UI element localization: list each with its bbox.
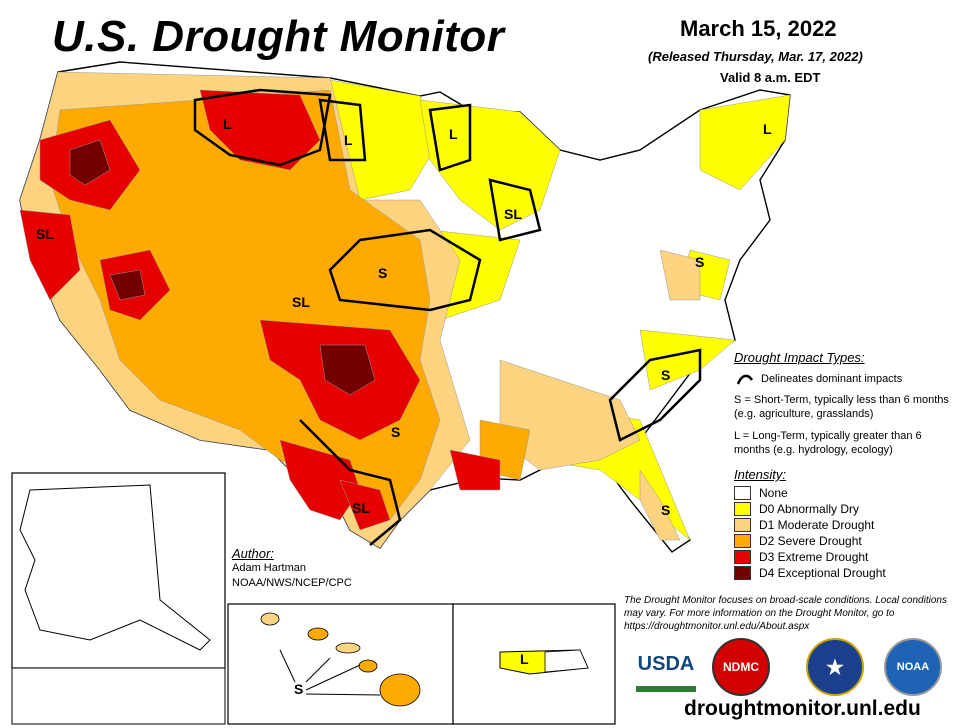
map-label-s-plains: S [378, 265, 388, 281]
release-date: (Released Thursday, Mar. 17, 2022) [648, 49, 863, 64]
map-label-s-carolinas: S [661, 367, 671, 383]
commerce-seal-icon: ★ [806, 638, 864, 696]
intensity-swatch [734, 566, 751, 580]
intensity-swatch [734, 518, 751, 532]
map-label-sl-wisconsin: SL [504, 206, 522, 222]
intensity-legend-heading: Intensity: [734, 467, 787, 482]
noaa-logo: NOAA [884, 638, 942, 696]
intensity-swatch [734, 550, 751, 564]
author-org: NOAA/NWS/NCEP/CPC [232, 577, 352, 589]
impact-long-term-text: L = Long-Term, typically greater than 6 … [734, 430, 922, 456]
puerto-rico-inset [452, 603, 616, 725]
intensity-label: D4 Exceptional Drought [759, 566, 886, 580]
ndmc-logo: NDMC [712, 638, 770, 696]
map-label-l-north: L [223, 116, 232, 132]
intensity-row: D1 Moderate Drought [734, 517, 886, 533]
d4-areas [69, 139, 376, 396]
impact-delineates-text: Delineates dominant impacts [761, 373, 903, 385]
author-block: Author: Adam Hartman NOAA/NWS/NCEP/CPC [232, 546, 352, 591]
intensity-label: None [759, 486, 788, 500]
intensity-row: D4 Exceptional Drought [734, 565, 886, 581]
intensity-label: D0 Abnormally Dry [759, 502, 860, 516]
intensity-swatch [734, 486, 751, 500]
impact-boundaries [193, 88, 702, 546]
intensity-label: D1 Moderate Drought [759, 518, 875, 532]
author-name: Adam Hartman [232, 562, 306, 574]
intensity-row: D2 Severe Drought [734, 533, 886, 549]
valid-time: Valid 8 a.m. EDT [720, 70, 821, 85]
map-label-sl-west: SL [36, 226, 54, 242]
map-label-s-mid-atlantic: S [695, 254, 705, 270]
map-label-l-montana: L [344, 132, 353, 148]
intensity-legend: None D0 Abnormally Dry D1 Moderate Droug… [734, 485, 886, 581]
hawaii-inset [227, 603, 454, 725]
usda-logo: USDA [636, 642, 696, 692]
map-label-l-puerto-rico: L [520, 651, 529, 667]
map-label-sl-central: SL [292, 294, 310, 310]
page-title: U.S. Drought Monitor [52, 12, 505, 61]
intensity-swatch [734, 502, 751, 516]
intensity-label: D2 Severe Drought [759, 534, 862, 548]
map-label-s-texas: S [391, 424, 401, 440]
site-url[interactable]: droughtmonitor.unl.edu [684, 697, 921, 720]
intensity-swatch [734, 534, 751, 548]
intensity-row: D0 Abnormally Dry [734, 501, 886, 517]
impact-short-term-text: S = Short-Term, typically less than 6 mo… [734, 394, 949, 420]
disclaimer-text: The Drought Monitor focuses on broad-sca… [624, 595, 947, 632]
map-label-s-hawaii: S [294, 681, 304, 697]
intensity-row: None [734, 485, 886, 501]
impact-legend-heading: Drought Impact Types: [734, 350, 865, 365]
map-label-s-florida: S [661, 502, 671, 518]
map-label-l-maine: L [763, 121, 772, 137]
map-label-sl-south-texas: SL [352, 500, 370, 516]
intensity-label: D3 Extreme Drought [759, 550, 869, 564]
delineate-symbol-icon [736, 374, 754, 385]
intensity-row: D3 Extreme Drought [734, 549, 886, 565]
alaska-inset [11, 472, 226, 725]
author-heading: Author: [232, 546, 274, 561]
map-label-l-great-lakes: L [449, 126, 458, 142]
map-date: March 15, 2022 [680, 16, 837, 41]
